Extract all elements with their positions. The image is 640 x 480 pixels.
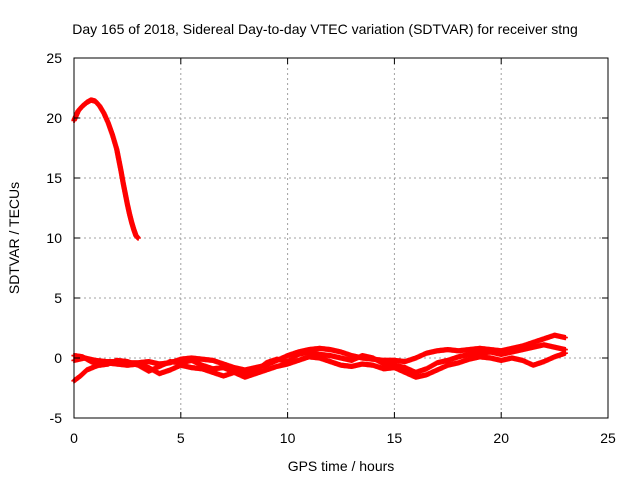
data-point xyxy=(562,347,568,353)
y-tick-label: 5 xyxy=(54,290,62,306)
data-series xyxy=(71,342,568,378)
x-tick-label: 15 xyxy=(387,430,403,446)
chart-title: Day 165 of 2018, Sidereal Day-to-day VTE… xyxy=(72,21,578,37)
y-tick-label: 15 xyxy=(46,170,62,186)
y-axis-label: SDTVAR / TECUs xyxy=(6,182,22,294)
data-point xyxy=(562,335,568,341)
y-tick-label: -5 xyxy=(50,410,63,426)
data-marks xyxy=(71,97,568,384)
x-tick-label: 10 xyxy=(280,430,296,446)
y-tick-label: 10 xyxy=(46,230,62,246)
x-tick-label: 0 xyxy=(70,430,78,446)
x-tick-label: 5 xyxy=(177,430,185,446)
y-tick-label: 25 xyxy=(46,50,62,66)
data-point xyxy=(135,235,141,241)
y-tick-label: 0 xyxy=(54,350,62,366)
x-tick-label: 20 xyxy=(493,430,509,446)
x-axis-label: GPS time / hours xyxy=(288,458,395,474)
y-tick-label: 20 xyxy=(46,110,62,126)
x-tick-label: 25 xyxy=(600,430,616,446)
axis-ticks: 0 5 10 15 20 25 -5 0 5 10 15 20 25 xyxy=(46,50,616,446)
